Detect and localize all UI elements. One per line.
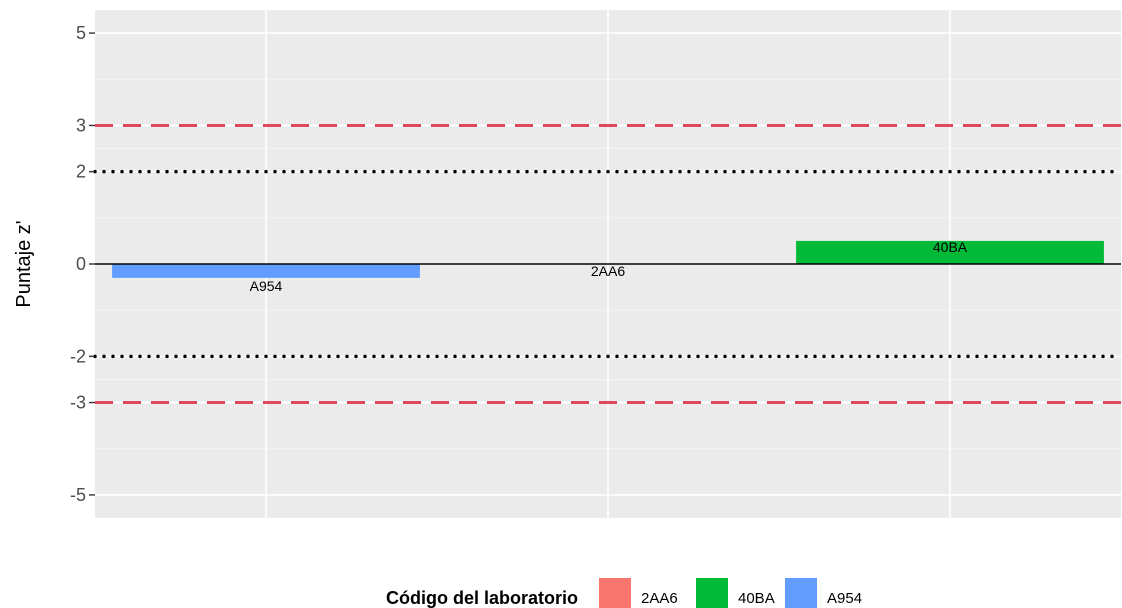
y-axis-tick-label: 5: [76, 23, 86, 43]
y-axis-title: Puntaje z': [13, 220, 35, 307]
bar-label: A954: [250, 278, 283, 294]
bar-a954: [112, 264, 420, 278]
legend-title: Código del laboratorio: [386, 588, 578, 608]
reference-lines: [93, 123, 1122, 405]
y-axis-tick-label: -2: [70, 346, 86, 366]
legend-key-a954: [785, 578, 817, 608]
legend: Código del laboratorio 2AA6 40BA A954: [386, 578, 862, 608]
y-axis-tick-label: -3: [70, 393, 86, 413]
bars: [112, 240, 1104, 278]
legend-label: 40BA: [738, 590, 775, 607]
bar-40ba: [796, 240, 1104, 264]
bar-label: 2AA6: [591, 263, 625, 279]
y-axis-tick-label: 0: [76, 254, 86, 274]
y-axis-tick-label: 3: [76, 115, 86, 135]
legend-key-40ba: [696, 578, 728, 608]
y-axis-tick-label: 2: [76, 162, 86, 182]
legend-key-2aa6: [599, 578, 631, 608]
bar-label: 40BA: [933, 239, 968, 255]
bar-labels: A954 2AA6 40BA: [250, 239, 968, 294]
y-axis: -5 -3 -2 0 2 3 5: [70, 23, 95, 505]
y-axis-tick-label: -5: [70, 485, 86, 505]
legend-label: 2AA6: [641, 590, 678, 607]
legend-label: A954: [827, 590, 862, 607]
